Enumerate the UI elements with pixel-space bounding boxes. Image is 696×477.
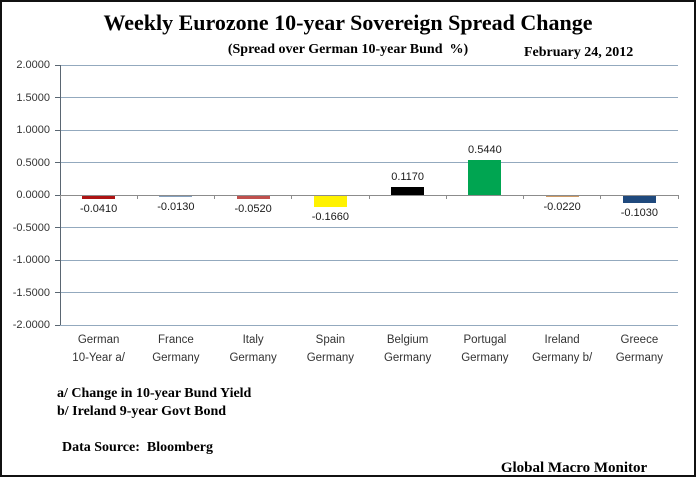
gridline <box>60 292 678 293</box>
gridline <box>60 97 678 98</box>
branding-block: Global Macro Monitor macromon.wordpress.… <box>454 418 694 476</box>
y-axis-tick <box>55 194 60 196</box>
bar-ireland <box>545 196 579 198</box>
footnote-b: b/ Ireland 9-year Govt Bond <box>57 404 227 419</box>
x-axis-label: German 10-Year a/ <box>72 334 125 364</box>
bar-value-label: 0.1170 <box>391 171 425 184</box>
y-axis-tick <box>55 227 60 228</box>
y-axis-tick <box>55 162 60 163</box>
chart-subtitle: (Spread over German 10-year Bund %) <box>227 42 469 57</box>
bar-value-label: -0.1660 <box>311 210 350 223</box>
bar-portugal <box>468 159 502 195</box>
bar-value-label: -0.0220 <box>543 201 581 214</box>
bar-spain <box>313 196 347 207</box>
y-axis-label: 0.5000 <box>16 156 50 169</box>
x-axis-label: France Germany <box>152 334 200 364</box>
x-axis-label: Italy Germany <box>229 334 277 364</box>
y-axis-label: -2.0000 <box>12 319 50 331</box>
x-axis-tick <box>445 195 447 199</box>
x-axis-label: Spain Germany <box>306 334 355 364</box>
x-axis-tick <box>214 195 215 199</box>
x-axis-tick <box>136 195 138 199</box>
x-axis-tick <box>291 195 293 199</box>
bar-value-label: -0.0130 <box>157 201 195 213</box>
y-axis-label: 1.5000 <box>16 91 50 104</box>
gridline <box>60 64 678 66</box>
x-axis-tick <box>368 195 370 199</box>
y-axis-label: -1.5000 <box>12 286 50 299</box>
gridline <box>60 259 678 261</box>
gridline <box>60 324 678 326</box>
bar-value-label: -0.0520 <box>234 203 272 216</box>
gridline <box>60 162 678 163</box>
bar-value-label: -0.0410 <box>79 202 118 215</box>
bar-value-label: -0.1030 <box>620 206 659 219</box>
gridline <box>60 129 678 131</box>
y-axis-line <box>60 65 61 325</box>
bar-italy <box>236 196 270 200</box>
y-axis-label: 2.0000 <box>16 59 50 71</box>
x-axis-tick <box>523 195 524 199</box>
bar-france <box>159 196 193 197</box>
y-axis-tick <box>55 64 60 66</box>
y-axis-tick <box>55 259 60 261</box>
bar-value-label: 0.5440 <box>468 143 502 156</box>
branding-name: Global Macro Monitor <box>500 460 648 476</box>
footnote-a: a/ Change in 10-year Bund Yield <box>57 386 252 401</box>
x-axis-tick <box>59 195 61 199</box>
x-axis-tick <box>677 195 679 199</box>
x-axis-label: Greece Germany <box>615 334 664 364</box>
chart-date: February 24, 2012 <box>524 45 634 60</box>
gridline <box>60 227 678 228</box>
y-axis-tick <box>55 129 60 131</box>
x-axis-tick <box>600 195 602 199</box>
y-axis-label: -0.5000 <box>12 221 50 234</box>
y-axis-label: 1.0000 <box>16 124 50 136</box>
x-axis-label: Ireland Germany b/ <box>532 334 593 364</box>
bar-german <box>82 196 116 199</box>
chart-title: Weekly Eurozone 10-year Sovereign Spread… <box>103 10 593 35</box>
bar-belgium <box>391 187 425 195</box>
y-axis-label: -1.0000 <box>12 254 50 266</box>
data-source-label: Data Source: Bloomberg <box>62 440 213 455</box>
y-axis-tick <box>55 97 60 98</box>
y-axis-tick <box>55 324 60 326</box>
x-axis-label: Portugal Germany <box>461 334 509 364</box>
y-axis-label: 0.0000 <box>16 189 50 201</box>
x-axis-label: Belgium Germany <box>383 334 432 364</box>
bar-greece <box>622 196 656 203</box>
y-axis-tick <box>55 292 60 293</box>
